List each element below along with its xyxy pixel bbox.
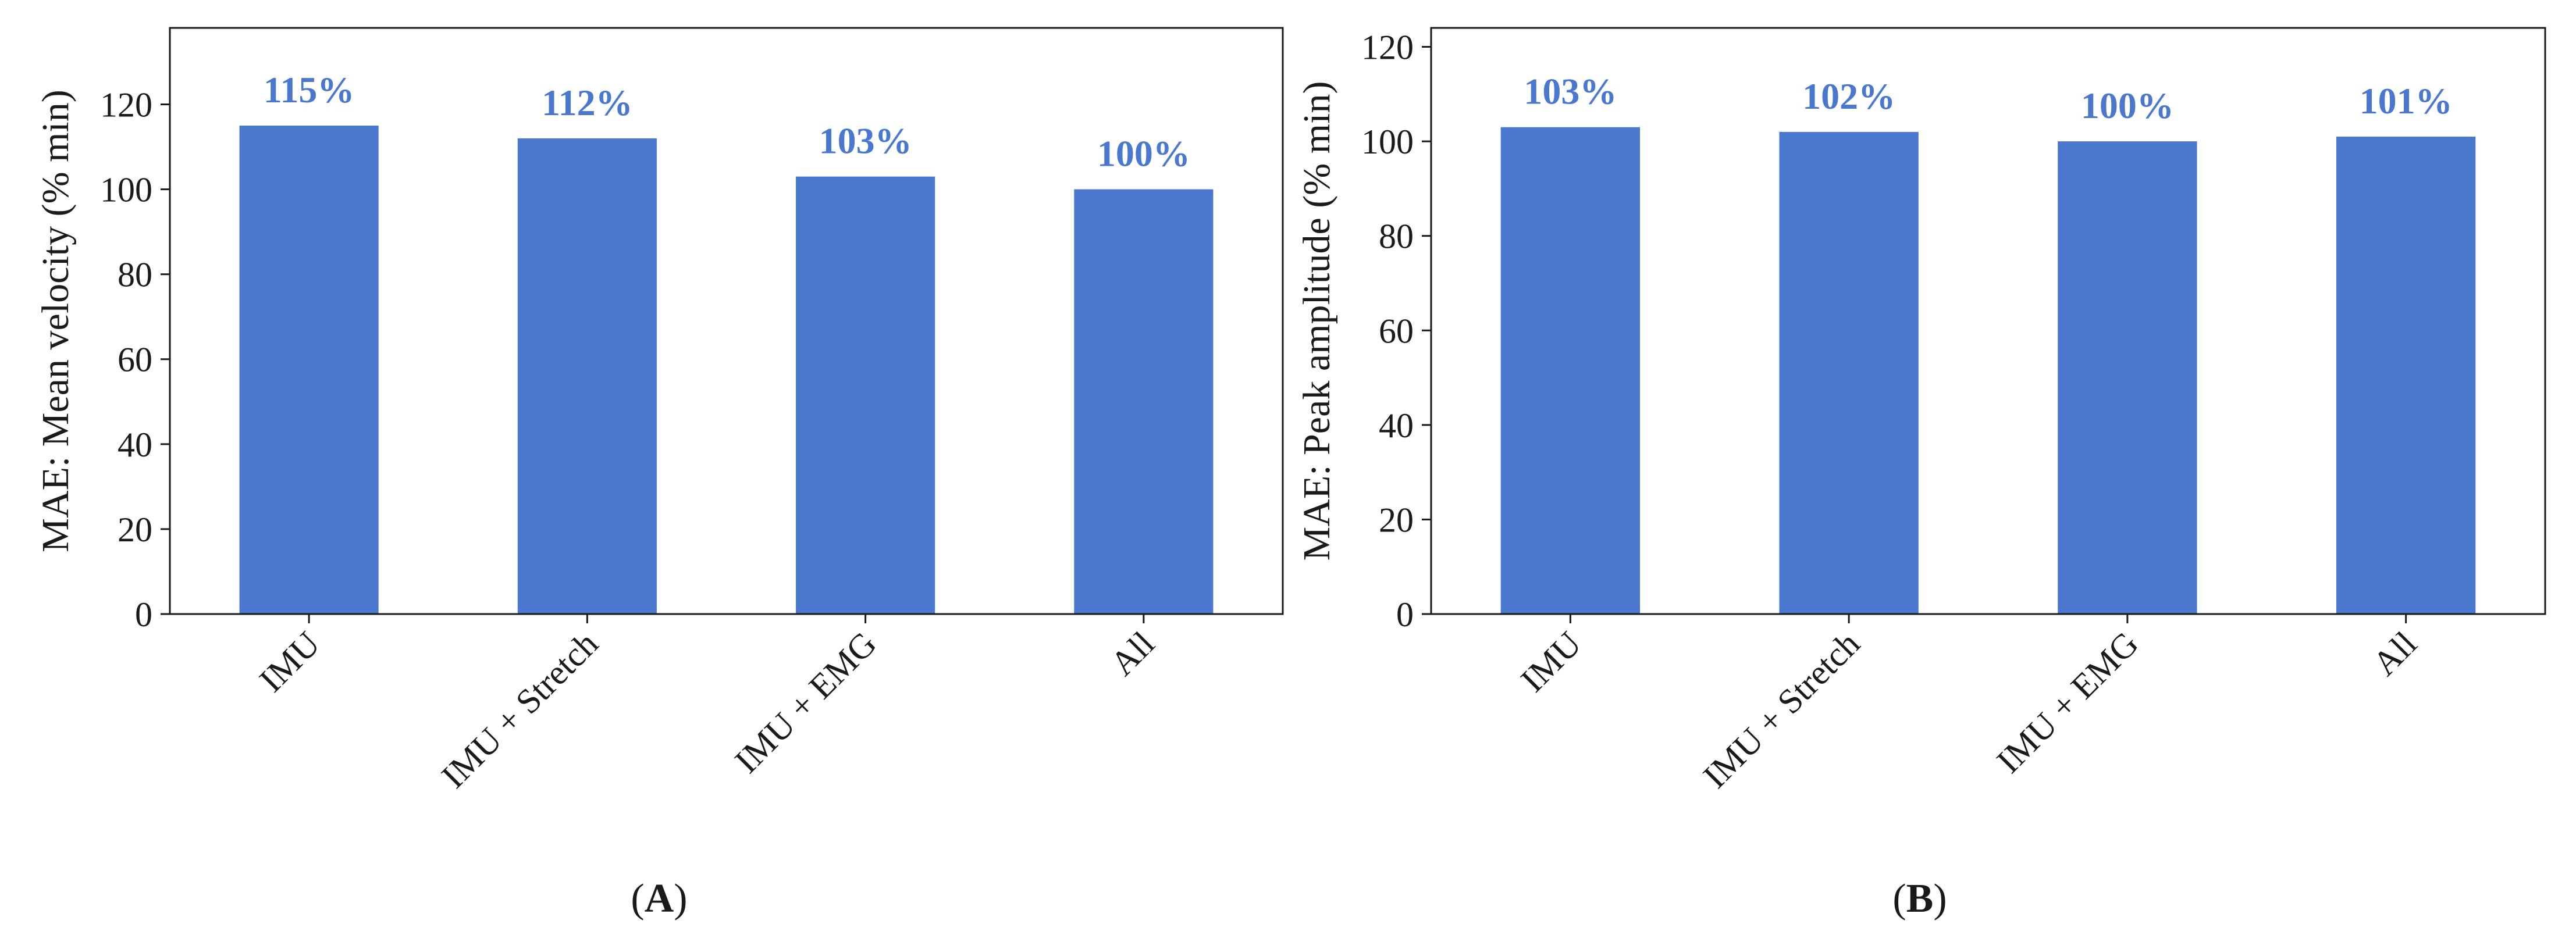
bar-a-0 xyxy=(239,126,379,614)
y-tick-label-b-2: 40 xyxy=(1379,406,1414,445)
bar-a-2 xyxy=(796,176,935,614)
y-tick-label-b-5: 100 xyxy=(1361,123,1414,161)
y-tick-label-b-0: 0 xyxy=(1396,595,1414,634)
y-tick-label-a-2: 40 xyxy=(118,426,152,464)
x-tick-label-a-2: IMU + EMG xyxy=(727,624,884,781)
y-tick-label-a-1: 20 xyxy=(118,511,152,549)
panel-label-b: (B) xyxy=(1892,876,1947,921)
data-label-b-0: 103% xyxy=(1524,71,1617,112)
x-tick-label-b-2: IMU + EMG xyxy=(1989,624,2146,781)
plot-frame-a xyxy=(169,27,1284,615)
data-label-b-1: 102% xyxy=(1802,76,1895,117)
y-axis-title-a: MAE: Mean velocity (% min) xyxy=(34,90,77,552)
data-label-a-2: 103% xyxy=(819,120,912,162)
bar-a-1 xyxy=(517,138,657,615)
bar-b-2 xyxy=(2058,141,2197,614)
y-axis-title-b: MAE: Peak amplitude (% min) xyxy=(1296,81,1338,561)
x-tick-label-a-1: IMU + Stretch xyxy=(434,624,605,795)
panel-b-chart: 103% 102% 100% 101% 0 20 40 60 80 100 120 IMU IMU + … xyxy=(1296,27,2546,921)
y-tick-label-b-3: 60 xyxy=(1379,312,1414,350)
bar-b-1 xyxy=(1779,131,1919,614)
y-tick-label-a-5: 100 xyxy=(100,171,152,209)
data-label-a-1: 112% xyxy=(542,82,632,123)
panel-a-chart: 115% 112% 103% 100% 0 20 40 60 80 100 120 IMU IMU + … xyxy=(34,27,1284,921)
plot-frame-b xyxy=(1430,27,2546,615)
x-tick-label-b-3: All xyxy=(2365,624,2424,683)
data-label-b-2: 100% xyxy=(2081,85,2174,126)
panel-label-a: (A) xyxy=(631,876,687,921)
x-tick-label-a-0: IMU xyxy=(252,624,327,700)
bar-b-0 xyxy=(1500,127,1641,615)
data-label-a-3: 100% xyxy=(1097,133,1190,174)
y-tick-label-a-3: 60 xyxy=(118,341,152,379)
y-tick-label-b-1: 20 xyxy=(1379,501,1414,539)
data-label-b-3: 101% xyxy=(2360,80,2453,122)
y-tick-label-b-6: 120 xyxy=(1361,28,1414,67)
y-tick-label-a-4: 80 xyxy=(118,256,152,294)
y-tick-label-a-0: 0 xyxy=(135,595,152,634)
y-tick-label-b-4: 80 xyxy=(1379,217,1414,256)
y-tick-label-a-6: 120 xyxy=(100,85,152,124)
x-tick-label-b-0: IMU xyxy=(1513,624,1588,700)
x-tick-label-a-3: All xyxy=(1103,624,1162,683)
bar-a-3 xyxy=(1074,189,1214,615)
data-label-a-0: 115% xyxy=(264,69,354,110)
bar-b-3 xyxy=(2336,136,2476,614)
x-tick-label-b-1: IMU + Stretch xyxy=(1696,624,1867,795)
